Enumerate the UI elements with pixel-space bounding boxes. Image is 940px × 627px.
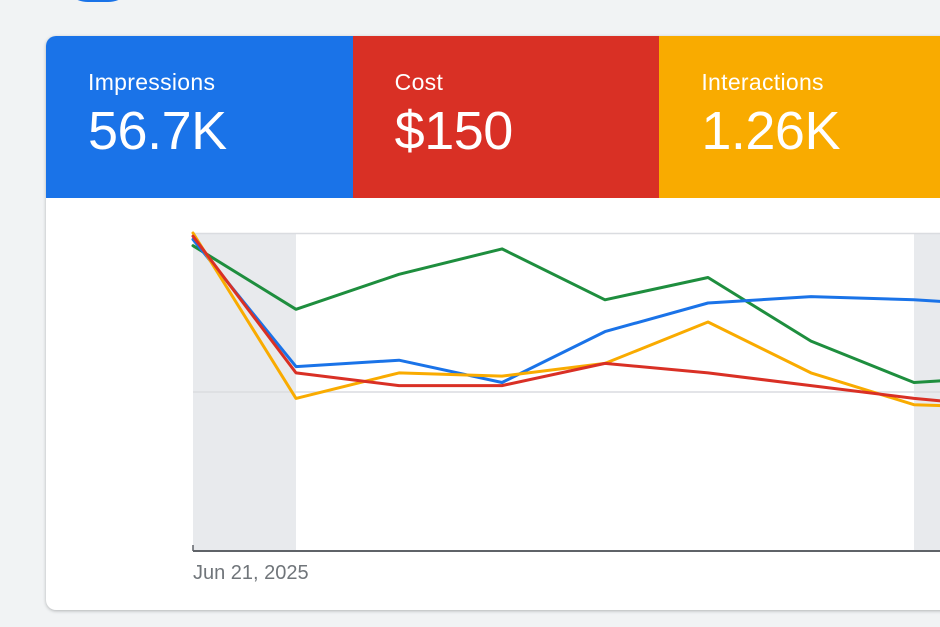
x-axis-tick-label: Jun 21, 2025 [193, 562, 309, 584]
series-line-3 [191, 234, 940, 403]
series-line-2 [191, 231, 940, 408]
metric-label: Interactions [701, 69, 824, 95]
metric-tiles: Impressions 56.7K Cost $150 Interactions… [46, 36, 940, 198]
metric-value: $150 [394, 101, 514, 161]
series-line-0 [191, 244, 940, 384]
series-line-1 [191, 237, 940, 384]
metric-tile-impressions[interactable]: Impressions 56.7K [46, 36, 353, 198]
metric-tile-interactions[interactable]: Interactions 1.26K [659, 36, 940, 198]
chart-canvas [191, 231, 940, 552]
metric-label: Cost [394, 69, 444, 95]
avatar[interactable] [60, 0, 136, 2]
metric-value: 56.7K [88, 101, 227, 161]
performance-card: Impressions 56.7K Cost $150 Interactions… [46, 36, 940, 610]
metric-label: Impressions [88, 69, 216, 95]
line-chart: Jun 21, 2025 [46, 198, 940, 610]
metric-value: 1.26K [701, 101, 840, 161]
metric-tile-cost[interactable]: Cost $150 [352, 36, 660, 198]
